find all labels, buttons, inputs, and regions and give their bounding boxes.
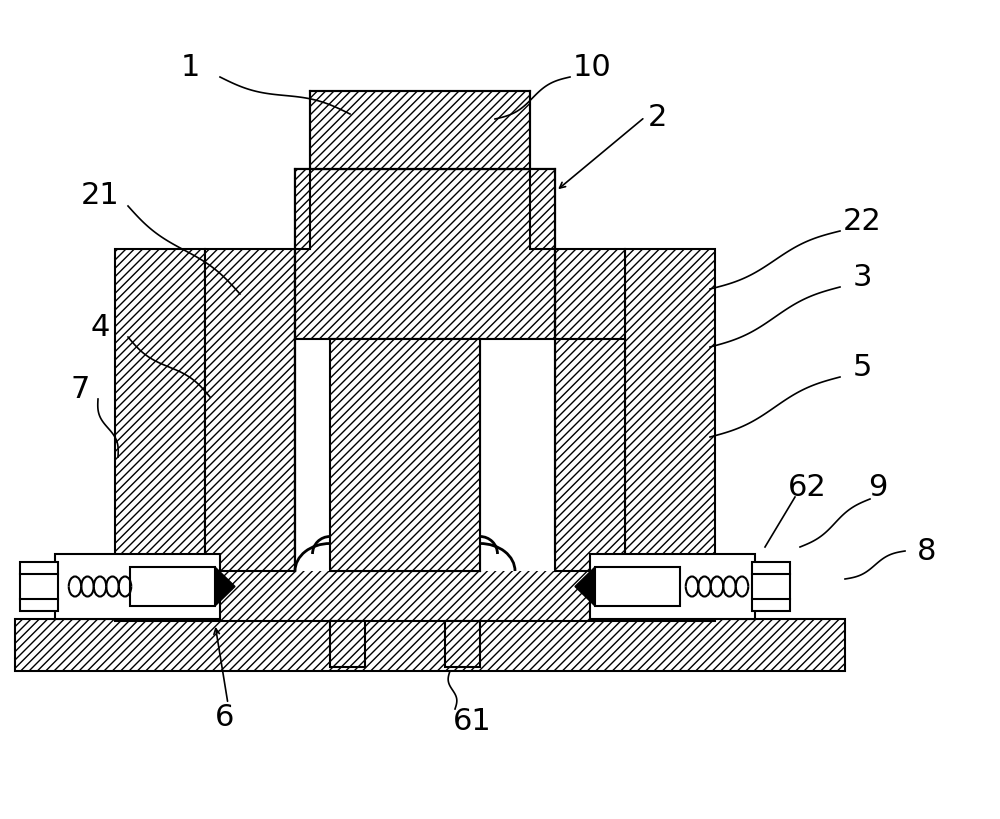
Text: 1: 1 xyxy=(180,53,200,83)
Polygon shape xyxy=(215,568,235,606)
Text: 5: 5 xyxy=(852,353,872,382)
Text: 22: 22 xyxy=(843,207,881,236)
Bar xyxy=(530,170,555,250)
Text: 4: 4 xyxy=(90,313,110,342)
Text: 6: 6 xyxy=(215,703,235,731)
Bar xyxy=(555,250,625,340)
Text: 7: 7 xyxy=(70,375,90,404)
Bar xyxy=(310,92,530,170)
Bar xyxy=(480,340,555,572)
Bar xyxy=(115,569,715,622)
Bar xyxy=(752,563,790,611)
Text: 8: 8 xyxy=(917,536,937,566)
Bar xyxy=(20,563,58,611)
Bar xyxy=(330,340,480,572)
Text: 61: 61 xyxy=(453,707,491,735)
Bar xyxy=(330,340,480,572)
Polygon shape xyxy=(575,568,595,606)
Bar xyxy=(295,340,330,572)
Bar xyxy=(205,250,295,572)
Bar xyxy=(130,568,215,606)
Bar xyxy=(330,622,365,667)
Text: 2: 2 xyxy=(647,103,667,133)
Text: 62: 62 xyxy=(788,473,826,502)
Bar xyxy=(296,341,329,570)
Text: 21: 21 xyxy=(81,180,119,209)
Text: 10: 10 xyxy=(573,53,611,83)
Text: 3: 3 xyxy=(852,263,872,292)
Bar xyxy=(295,170,310,250)
Bar xyxy=(595,568,680,606)
Bar xyxy=(555,340,625,572)
Bar xyxy=(590,554,755,619)
Bar xyxy=(295,170,555,340)
Bar xyxy=(115,250,205,572)
Bar xyxy=(445,622,480,667)
Bar xyxy=(625,250,715,572)
Text: 9: 9 xyxy=(868,473,888,502)
Bar xyxy=(481,341,554,570)
Bar xyxy=(55,554,220,619)
Bar xyxy=(15,619,845,672)
